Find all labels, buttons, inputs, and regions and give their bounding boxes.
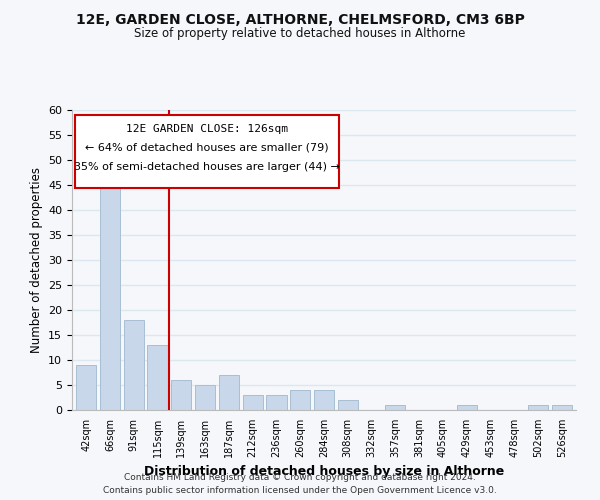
FancyBboxPatch shape: [74, 114, 339, 188]
Bar: [171, 380, 191, 410]
Bar: [290, 390, 310, 410]
Bar: [385, 405, 406, 410]
Text: Size of property relative to detached houses in Althorne: Size of property relative to detached ho…: [134, 28, 466, 40]
Text: 35% of semi-detached houses are larger (44) →: 35% of semi-detached houses are larger (…: [74, 162, 340, 172]
Bar: [148, 345, 167, 410]
Text: Contains public sector information licensed under the Open Government Licence v3: Contains public sector information licen…: [103, 486, 497, 495]
Bar: [457, 405, 477, 410]
Text: ← 64% of detached houses are smaller (79): ← 64% of detached houses are smaller (79…: [85, 143, 329, 153]
Bar: [551, 405, 572, 410]
Bar: [528, 405, 548, 410]
Bar: [100, 170, 120, 410]
Bar: [124, 320, 144, 410]
X-axis label: Distribution of detached houses by size in Althorne: Distribution of detached houses by size …: [144, 466, 504, 478]
Bar: [219, 375, 239, 410]
Bar: [76, 365, 97, 410]
Y-axis label: Number of detached properties: Number of detached properties: [29, 167, 43, 353]
Bar: [314, 390, 334, 410]
Text: 12E GARDEN CLOSE: 126sqm: 12E GARDEN CLOSE: 126sqm: [126, 124, 288, 134]
Bar: [338, 400, 358, 410]
Text: Contains HM Land Registry data © Crown copyright and database right 2024.: Contains HM Land Registry data © Crown c…: [124, 472, 476, 482]
Bar: [266, 395, 287, 410]
Text: 12E, GARDEN CLOSE, ALTHORNE, CHELMSFORD, CM3 6BP: 12E, GARDEN CLOSE, ALTHORNE, CHELMSFORD,…: [76, 12, 524, 26]
Bar: [195, 385, 215, 410]
Bar: [242, 395, 263, 410]
